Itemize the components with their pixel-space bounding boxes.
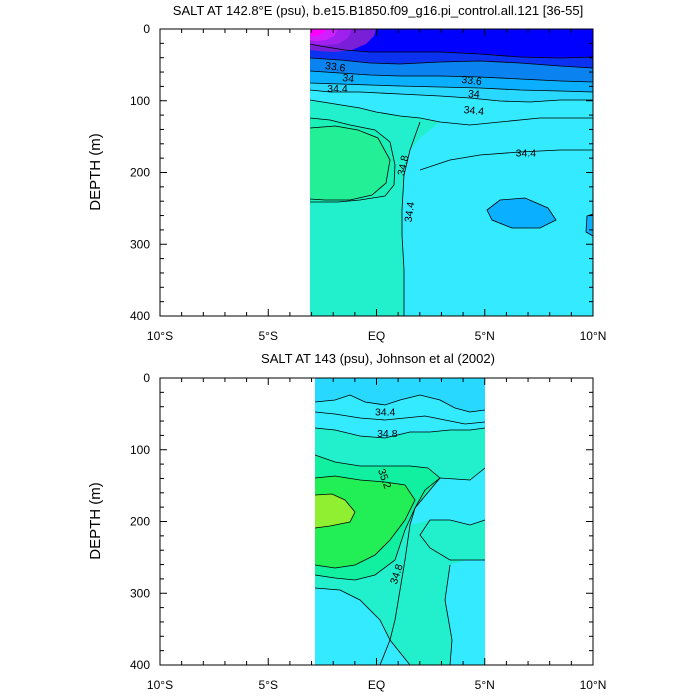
fill-aqua-transition bbox=[310, 108, 420, 232]
contour-line bbox=[444, 564, 453, 666]
contour-line bbox=[309, 43, 594, 59]
panel1-contour-lines bbox=[309, 43, 594, 316]
contour-line bbox=[309, 117, 396, 203]
panel2-contour-fills bbox=[315, 378, 485, 665]
x-tick-label: 5°N bbox=[475, 329, 495, 343]
contour-label: 34 bbox=[468, 88, 481, 101]
x-tick-label: 5°S bbox=[259, 329, 278, 343]
panel2-ticks bbox=[159, 377, 594, 666]
panel-observed: SALT AT 143 (psu), Johnson et al (2002) … bbox=[87, 351, 606, 692]
contour-line bbox=[309, 89, 593, 103]
contour-line bbox=[314, 411, 486, 425]
panel2-contour-lines bbox=[314, 394, 486, 666]
panel1-y-axis-label: DEPTH (m) bbox=[87, 133, 104, 211]
contour-line bbox=[585, 213, 594, 237]
contour-line bbox=[419, 149, 593, 171]
contour-line bbox=[401, 121, 421, 316]
contour-line bbox=[314, 475, 416, 569]
contour-line bbox=[314, 493, 356, 529]
contour-label: 34.4 bbox=[375, 407, 396, 419]
contour-line bbox=[309, 70, 594, 83]
contour-label: 34.4 bbox=[516, 147, 537, 159]
x-tick-label: EQ bbox=[368, 678, 385, 692]
y-tick-label: 400 bbox=[130, 309, 150, 323]
contour-line bbox=[314, 587, 411, 666]
contour-label: 33.6 bbox=[461, 74, 483, 88]
contour-line bbox=[314, 454, 441, 581]
panel2-x-tick-labels: 10°S 5°S EQ 5°N 10°N bbox=[147, 678, 606, 692]
panel2-y-axis-label: DEPTH (m) bbox=[87, 482, 104, 560]
contour-label: 34.4 bbox=[403, 201, 418, 223]
x-tick-label: 10°S bbox=[147, 329, 173, 343]
contour-line bbox=[314, 427, 486, 439]
y-tick-label: 200 bbox=[130, 166, 150, 180]
x-tick-label: EQ bbox=[368, 329, 385, 343]
y-tick-label: 200 bbox=[130, 515, 150, 529]
contour-line bbox=[379, 467, 486, 666]
x-tick-label: 5°S bbox=[259, 678, 278, 692]
panel1-contour-fills bbox=[310, 29, 593, 316]
y-tick-label: 100 bbox=[130, 94, 150, 108]
contour-line bbox=[309, 125, 391, 201]
contour-label: 34.8 bbox=[395, 154, 411, 177]
x-tick-label: 5°N bbox=[475, 678, 495, 692]
contour-line bbox=[486, 197, 557, 229]
fill-lime bbox=[315, 494, 355, 528]
x-tick-label: 10°N bbox=[580, 678, 607, 692]
y-tick-label: 300 bbox=[130, 237, 150, 251]
y-tick-label: 100 bbox=[130, 443, 150, 457]
contour-line bbox=[419, 519, 486, 561]
y-tick-label: 400 bbox=[130, 658, 150, 672]
panel2-y-tick-labels: 0 100 200 300 400 bbox=[130, 371, 150, 672]
panel-model: SALT AT 142.8°E (psu), b.e15.B1850.f09_g… bbox=[87, 3, 606, 343]
fill-light-blue bbox=[315, 378, 485, 412]
contour-line bbox=[314, 394, 486, 413]
contour-line bbox=[309, 57, 594, 69]
contour-line bbox=[309, 82, 594, 93]
panel1-x-tick-labels: 10°S 5°S EQ 5°N 10°N bbox=[147, 329, 606, 343]
fill-blue bbox=[310, 29, 593, 58]
fill-edge-patch bbox=[586, 214, 592, 236]
fill-deep-patch bbox=[487, 198, 556, 228]
fill-magenta bbox=[310, 29, 326, 36]
panel2-title: SALT AT 143 (psu), Johnson et al (2002) bbox=[261, 351, 495, 366]
contour-label: 34.4 bbox=[463, 104, 485, 118]
contour-label: 34.8 bbox=[377, 428, 398, 440]
y-tick-label: 0 bbox=[143, 371, 150, 385]
contour-label: 34 bbox=[342, 72, 355, 86]
panel1-y-tick-labels: 0 100 200 300 400 bbox=[130, 22, 150, 323]
panel1-ticks bbox=[159, 28, 594, 317]
panel1-title: SALT AT 142.8°E (psu), b.e15.B1850.f09_g… bbox=[173, 3, 583, 18]
x-tick-label: 10°N bbox=[580, 329, 607, 343]
x-tick-label: 10°S bbox=[147, 678, 173, 692]
contour-label: 33.6 bbox=[324, 60, 346, 75]
y-tick-label: 0 bbox=[143, 22, 150, 36]
y-tick-label: 300 bbox=[130, 586, 150, 600]
contour-line bbox=[309, 99, 593, 126]
contour-label: 34.4 bbox=[327, 83, 348, 95]
